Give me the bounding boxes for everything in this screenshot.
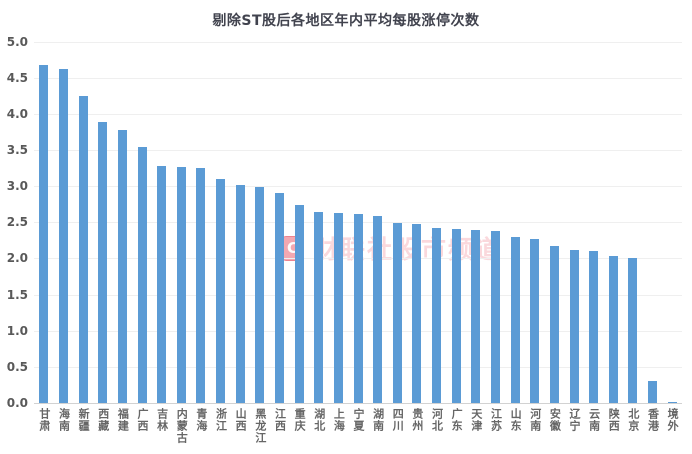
- bar: [235, 185, 245, 403]
- y-tick-label: 2.0: [6, 251, 28, 266]
- bar: [412, 223, 422, 403]
- bar: [78, 96, 88, 403]
- x-category-label: 香港: [646, 408, 660, 432]
- bar: [530, 238, 540, 403]
- x-category-label: 河北: [430, 408, 444, 432]
- bar: [569, 250, 579, 403]
- x-axis-line: [34, 403, 682, 404]
- x-category-label: 江苏: [489, 408, 503, 432]
- gridline: [34, 149, 682, 151]
- x-category-label: 重庆: [293, 408, 307, 432]
- y-tick-label: 4.0: [6, 106, 28, 121]
- x-category-label: 陕西: [607, 408, 621, 432]
- y-tick-label: 0.0: [6, 396, 28, 410]
- y-tick-label: 1.0: [6, 323, 28, 338]
- bar: [255, 186, 265, 403]
- gridline: [34, 186, 682, 188]
- x-category-label: 海南: [57, 408, 71, 432]
- bar: [216, 178, 226, 403]
- x-category-label: 湖南: [371, 408, 385, 432]
- bar: [274, 193, 284, 403]
- bar: [510, 237, 520, 403]
- bar: [294, 204, 304, 403]
- gridline: [34, 77, 682, 79]
- bar: [490, 230, 500, 403]
- bar: [549, 246, 559, 403]
- x-category-label: 吉林: [155, 408, 169, 432]
- x-category-label: 江西: [273, 408, 287, 432]
- x-category-label: 福建: [116, 408, 130, 432]
- gridline: [34, 41, 682, 43]
- x-category-label: 甘肃: [37, 408, 51, 432]
- x-category-label: 内蒙古: [175, 408, 189, 444]
- bar: [451, 228, 461, 403]
- bar: [667, 401, 677, 403]
- x-category-label: 云南: [587, 408, 601, 432]
- bar: [392, 222, 402, 403]
- x-category-label: 贵州: [410, 408, 424, 432]
- bar: [432, 228, 442, 403]
- x-category-label: 广东: [450, 408, 464, 432]
- x-category-label: 上海: [332, 408, 346, 432]
- bar: [333, 212, 343, 403]
- x-category-label: 新疆: [77, 408, 91, 432]
- bar: [314, 212, 324, 403]
- bar: [373, 215, 383, 403]
- x-category-label: 山西: [234, 408, 248, 432]
- x-category-label: 浙江: [214, 408, 228, 432]
- bar: [117, 130, 127, 403]
- bar: [137, 147, 147, 403]
- gridline: [34, 113, 682, 115]
- bar: [589, 251, 599, 403]
- x-category-label: 四川: [391, 408, 405, 432]
- bar: [176, 166, 186, 403]
- y-tick-label: 5.0: [6, 34, 28, 49]
- x-category-label: 青海: [194, 408, 208, 432]
- x-category-label: 湖北: [312, 408, 326, 432]
- bar: [353, 213, 363, 403]
- x-category-label: 西藏: [96, 408, 110, 432]
- bar: [471, 230, 481, 403]
- bar: [608, 255, 618, 403]
- bar: [648, 381, 658, 403]
- bar: [628, 257, 638, 403]
- y-tick-label: 3.5: [6, 142, 28, 157]
- y-tick-label: 4.5: [6, 70, 28, 85]
- x-category-label: 宁夏: [352, 408, 365, 432]
- x-category-label: 黑龙江: [253, 408, 267, 444]
- bar: [157, 165, 167, 403]
- x-category-label: 北京: [626, 408, 640, 432]
- x-category-label: 安徽: [548, 408, 562, 432]
- x-category-label: 广西: [136, 408, 149, 432]
- x-category-label: 天津: [469, 408, 483, 432]
- y-tick-label: 3.0: [6, 179, 28, 194]
- bar: [196, 168, 206, 403]
- bar: [39, 64, 49, 403]
- y-tick-label: 0.5: [6, 359, 28, 374]
- bar: [98, 122, 108, 403]
- x-category-label: 境外: [666, 408, 680, 432]
- chart-title: 剔除ST股后各地区年内平均每股涨停次数: [212, 13, 480, 29]
- x-category-label: 山东: [509, 408, 523, 432]
- x-category-label: 辽宁: [568, 408, 581, 432]
- bar: [58, 68, 68, 403]
- x-category-label: 河南: [528, 408, 542, 432]
- y-tick-label: 2.5: [6, 215, 28, 230]
- y-tick-label: 1.5: [6, 287, 28, 302]
